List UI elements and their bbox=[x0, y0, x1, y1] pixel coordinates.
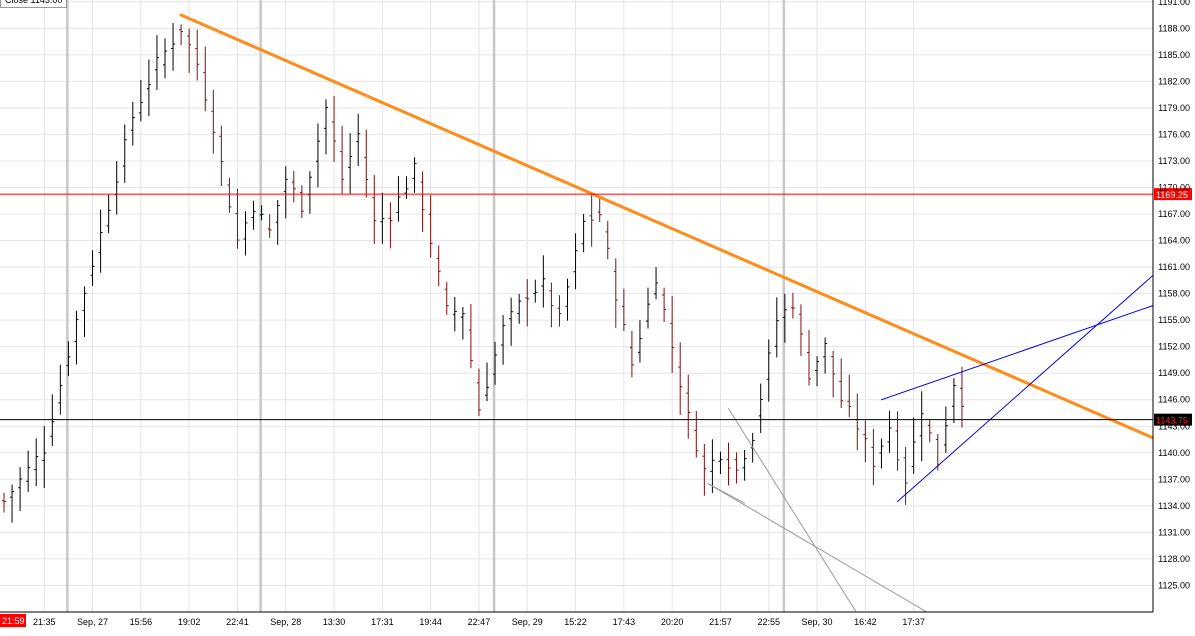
x-tick-label: 22:47 bbox=[468, 617, 491, 627]
y-tick-label: 1137.00 bbox=[1158, 474, 1190, 484]
x-tick-label: Sep, 27 bbox=[77, 617, 108, 627]
price-marker-bg bbox=[1154, 413, 1192, 426]
y-tick-label: 1188.00 bbox=[1158, 23, 1190, 33]
y-tick-label: 1152.00 bbox=[1158, 342, 1190, 352]
y-tick-label: 1191.00 bbox=[1158, 0, 1190, 7]
price-markers: 1169.25 1143.75 bbox=[0, 188, 1192, 426]
y-tick-label: 1155.00 bbox=[1158, 315, 1190, 325]
price-marker-label: 1169.25 bbox=[1156, 190, 1188, 200]
trendline[interactable] bbox=[707, 483, 746, 504]
x-tick-label: 21:35 bbox=[33, 617, 56, 627]
x-tick-label: 22:41 bbox=[226, 617, 249, 627]
x-tick-label: Sep, 29 bbox=[512, 617, 543, 627]
x-start-label-bg bbox=[0, 614, 26, 627]
y-tick-label: 1164.00 bbox=[1158, 236, 1190, 246]
y-tick-label: 1149.00 bbox=[1158, 368, 1190, 378]
price-marker-bg bbox=[1154, 188, 1192, 201]
y-tick-label: 1179.00 bbox=[1158, 103, 1190, 113]
x-tick-label: 19:02 bbox=[178, 617, 201, 627]
y-tick-label: 1182.00 bbox=[1158, 76, 1190, 86]
y-tick-label: 1128.00 bbox=[1158, 554, 1190, 564]
x-tick-label: 20:20 bbox=[661, 617, 684, 627]
drawn-trendlines[interactable] bbox=[179, 13, 1188, 614]
y-tick-label: 1185.00 bbox=[1158, 50, 1190, 60]
y-tick-label: 1134.00 bbox=[1158, 501, 1190, 511]
trendline[interactable] bbox=[707, 483, 929, 614]
y-tick-label: 1167.00 bbox=[1158, 209, 1190, 219]
x-tick-label: 13:30 bbox=[323, 617, 346, 627]
x-tick-label: 15:22 bbox=[564, 617, 587, 627]
x-tick-label: 21:57 bbox=[709, 617, 732, 627]
trendline[interactable] bbox=[179, 13, 1187, 453]
price-marker-label: 1143.75 bbox=[1156, 416, 1188, 426]
x-tick-label: 17:31 bbox=[371, 617, 394, 627]
y-tick-label: 1131.00 bbox=[1158, 527, 1190, 537]
x-tick-label: Sep, 30 bbox=[802, 617, 833, 627]
x-tick-label: 19:44 bbox=[419, 617, 442, 627]
price-series bbox=[2, 23, 964, 523]
y-tick-label: 1140.00 bbox=[1158, 448, 1190, 458]
y-tick-label: 1143.00 bbox=[1158, 421, 1190, 431]
header-label: Close 1143.00 bbox=[0, 0, 68, 8]
x-tick-label: 17:37 bbox=[902, 617, 925, 627]
y-tick-label: 1146.00 bbox=[1158, 395, 1190, 405]
y-tick-label: 1173.00 bbox=[1158, 156, 1190, 166]
x-start-label: 21:59 bbox=[2, 616, 25, 626]
x-tick-label: 16:42 bbox=[854, 617, 877, 627]
x-tick-label: Sep, 28 bbox=[270, 617, 301, 627]
trendline[interactable] bbox=[897, 245, 1188, 502]
grid-lines bbox=[0, 0, 1153, 612]
y-tick-label: 1158.00 bbox=[1158, 289, 1190, 299]
trendline[interactable] bbox=[880, 294, 1187, 401]
y-tick-label: 1170.00 bbox=[1158, 182, 1190, 192]
x-tick-label: 22:55 bbox=[757, 617, 780, 627]
x-tick-label: 17:43 bbox=[613, 617, 636, 627]
x-tick-label: 15:56 bbox=[130, 617, 153, 627]
trendline[interactable] bbox=[728, 408, 858, 614]
y-tick-label: 1161.00 bbox=[1158, 262, 1190, 272]
y-tick-label: 1176.00 bbox=[1158, 129, 1190, 139]
y-tick-label: 1125.00 bbox=[1158, 580, 1190, 590]
